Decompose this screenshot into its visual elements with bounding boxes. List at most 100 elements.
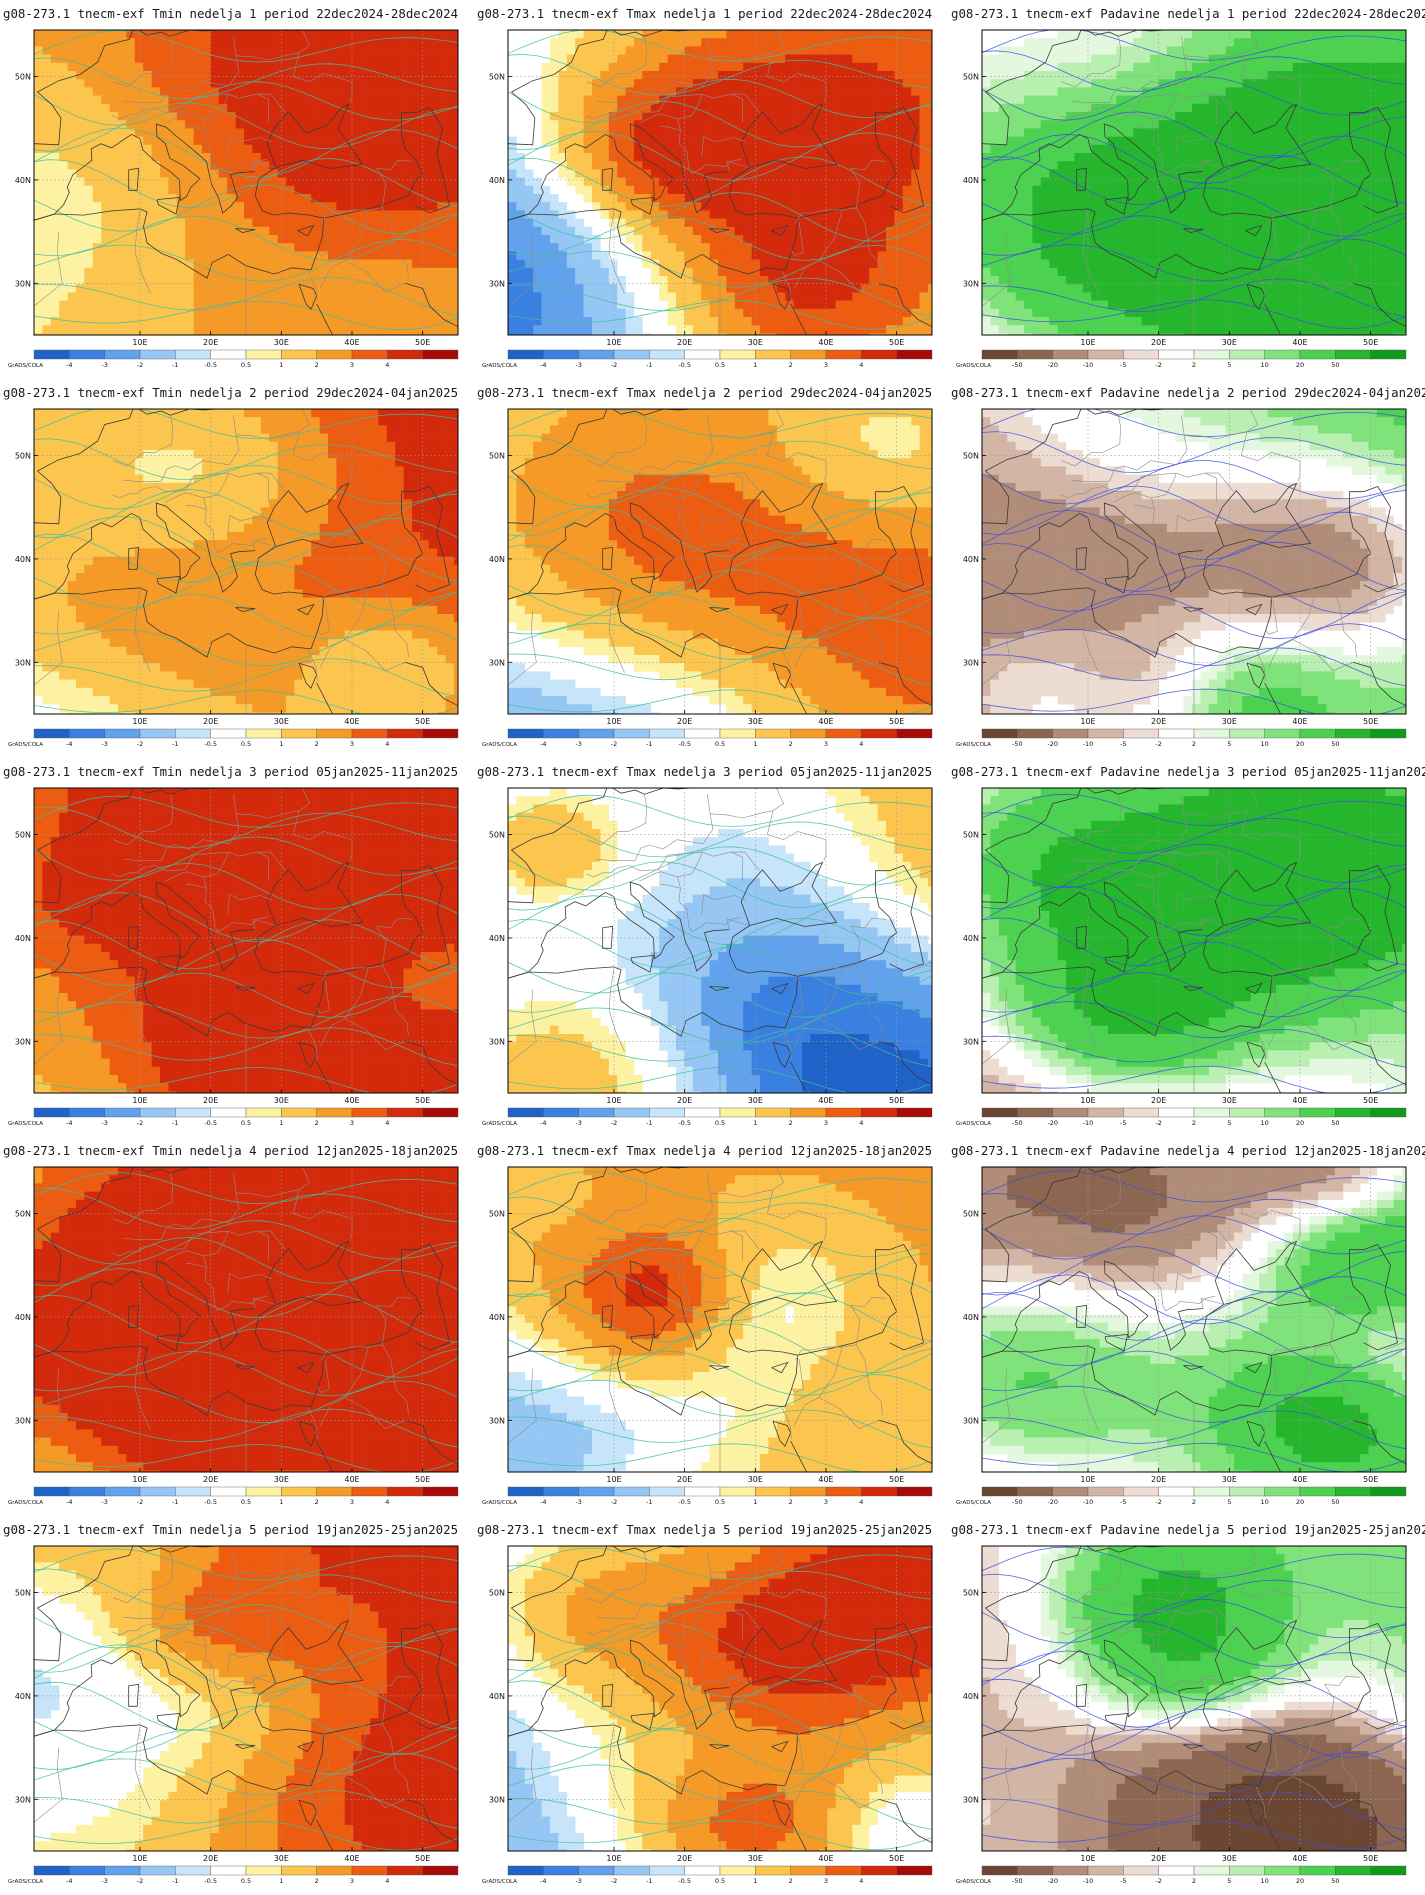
colorbar-swatch xyxy=(1123,349,1159,360)
colorbar-swatch xyxy=(104,1486,141,1497)
colorbar-label: -10 xyxy=(1083,740,1094,748)
colorbar-swatch xyxy=(351,1865,388,1876)
colorbar-swatch xyxy=(1370,1865,1407,1876)
grads-credit: GrADS/COLA xyxy=(482,1879,517,1885)
lon-tick-label: 10E xyxy=(1080,1475,1095,1484)
colorbar: -50 -20 -10 -5 -2 2 5 10 20 50 xyxy=(981,1865,1407,1885)
colorbar-label: -2 xyxy=(137,361,143,369)
colorbar-label: -2 xyxy=(611,1498,617,1506)
lat-tick-label: 30N xyxy=(963,658,979,667)
lon-tick-label: 10E xyxy=(606,338,621,347)
lat-tick-label: 50N xyxy=(15,1210,31,1219)
colorbar-swatch xyxy=(825,1865,862,1876)
colorbar-swatch xyxy=(896,349,933,360)
colorbar-swatch xyxy=(543,728,579,739)
colorbar-swatch xyxy=(684,728,721,739)
colorbar-swatch xyxy=(1370,1486,1407,1497)
lat-tick-label: 40N xyxy=(963,1313,979,1322)
colorbar-swatch xyxy=(422,728,459,739)
colorbar-label: -1 xyxy=(172,361,178,369)
colorbar-swatch xyxy=(1193,728,1230,739)
colorbar-label: -10 xyxy=(1083,1877,1094,1885)
colorbar-swatch xyxy=(1087,728,1124,739)
colorbar-swatch xyxy=(1052,1486,1089,1497)
graticule xyxy=(982,30,1406,335)
lon-tick-label: 30E xyxy=(748,338,763,347)
lat-tick-label: 30N xyxy=(963,1795,979,1804)
lon-tick-label: 30E xyxy=(1222,1475,1237,1484)
lon-tick-label: 50E xyxy=(415,338,430,347)
colorbar-swatch xyxy=(1229,349,1265,360)
colorbar-label: 1 xyxy=(753,1119,757,1127)
colorbar-swatch xyxy=(139,728,176,739)
graticule xyxy=(982,788,1406,1093)
lat-tick-label: 50N xyxy=(489,452,505,461)
colorbar-swatch xyxy=(281,349,317,360)
map-panel-r2c1: g08-273.1 tnecm-exf Tmin nedelja 2 perio… xyxy=(3,385,459,748)
colorbar-swatch xyxy=(719,728,756,739)
lon-tick-label: 20E xyxy=(1151,1096,1166,1105)
lat-tick-label: 40N xyxy=(489,934,505,943)
grads-credit: GrADS/COLA xyxy=(956,363,991,369)
colorbar-label: 1 xyxy=(279,361,283,369)
lat-tick-label: 40N xyxy=(963,1692,979,1701)
lon-tick-label: 50E xyxy=(1363,1854,1378,1863)
colorbar-swatch xyxy=(613,1107,650,1118)
anomaly-field xyxy=(982,1167,1406,1472)
grads-credit: GrADS/COLA xyxy=(8,742,43,748)
panel-title: g08-273.1 tnecm-exf Tmin nedelja 2 perio… xyxy=(3,385,458,400)
colorbar-label: 0.5 xyxy=(241,1119,251,1127)
colorbar-swatch xyxy=(1193,349,1230,360)
colorbar-swatch xyxy=(1264,349,1301,360)
lat-tick-label: 50N xyxy=(963,1210,979,1219)
colorbar-swatch xyxy=(387,728,423,739)
colorbar-swatch xyxy=(387,1107,423,1118)
colorbar-swatch xyxy=(316,1486,353,1497)
coastlines xyxy=(34,1167,458,1472)
colorbar-label: 20 xyxy=(1296,361,1304,369)
coastlines xyxy=(34,1546,458,1851)
colorbar-swatch xyxy=(1370,1107,1407,1118)
colorbar-swatch xyxy=(387,349,423,360)
colorbar-label: 4 xyxy=(385,1877,389,1885)
colorbar-swatch xyxy=(543,349,579,360)
lon-tick-label: 30E xyxy=(748,1854,763,1863)
map-panel-r4c2: g08-273.1 tnecm-exf Tmax nedelja 4 perio… xyxy=(477,1143,933,1506)
colorbar-swatch xyxy=(649,1107,685,1118)
colorbar-label: 2 xyxy=(315,740,319,748)
lat-tick-label: 50N xyxy=(489,73,505,82)
colorbar: -50 -20 -10 -5 -2 2 5 10 20 50 xyxy=(981,1486,1407,1506)
panel-title: g08-273.1 tnecm-exf Tmin nedelja 5 perio… xyxy=(3,1522,458,1537)
country-borders xyxy=(508,30,932,335)
colorbar-swatch xyxy=(578,1107,615,1118)
colorbar-swatch xyxy=(1264,728,1301,739)
colorbar-label: 4 xyxy=(385,740,389,748)
colorbar-label: 5 xyxy=(1227,361,1231,369)
colorbar-label: -5 xyxy=(1120,361,1126,369)
colorbar-swatch xyxy=(33,1107,70,1118)
colorbar-swatch xyxy=(684,1486,721,1497)
colorbar-swatch xyxy=(1264,1107,1301,1118)
anomaly-field xyxy=(508,409,932,714)
colorbar-swatch xyxy=(1017,728,1053,739)
lon-tick-label: 10E xyxy=(132,717,147,726)
colorbar-swatch xyxy=(755,1107,791,1118)
lon-tick-label: 40E xyxy=(344,1096,359,1105)
colorbar-swatch xyxy=(981,1486,1018,1497)
colorbar-label: -1 xyxy=(172,1498,178,1506)
lat-tick-label: 40N xyxy=(489,1313,505,1322)
lat-tick-label: 30N xyxy=(489,1416,505,1425)
colorbar-swatch xyxy=(1158,728,1195,739)
colorbar-label: -20 xyxy=(1047,1498,1058,1506)
lon-tick-label: 10E xyxy=(132,1854,147,1863)
lon-tick-label: 50E xyxy=(889,1475,904,1484)
lat-tick-label: 50N xyxy=(489,831,505,840)
lon-tick-label: 10E xyxy=(132,1096,147,1105)
colorbar-swatch xyxy=(139,1865,176,1876)
map-panel-r5c1: g08-273.1 tnecm-exf Tmin nedelja 5 perio… xyxy=(3,1522,459,1885)
lat-tick-label: 50N xyxy=(15,1589,31,1598)
lat-tick-label: 50N xyxy=(15,831,31,840)
colorbar-swatch xyxy=(896,1865,933,1876)
lon-tick-label: 20E xyxy=(677,1854,692,1863)
grads-credit: GrADS/COLA xyxy=(956,1879,991,1885)
